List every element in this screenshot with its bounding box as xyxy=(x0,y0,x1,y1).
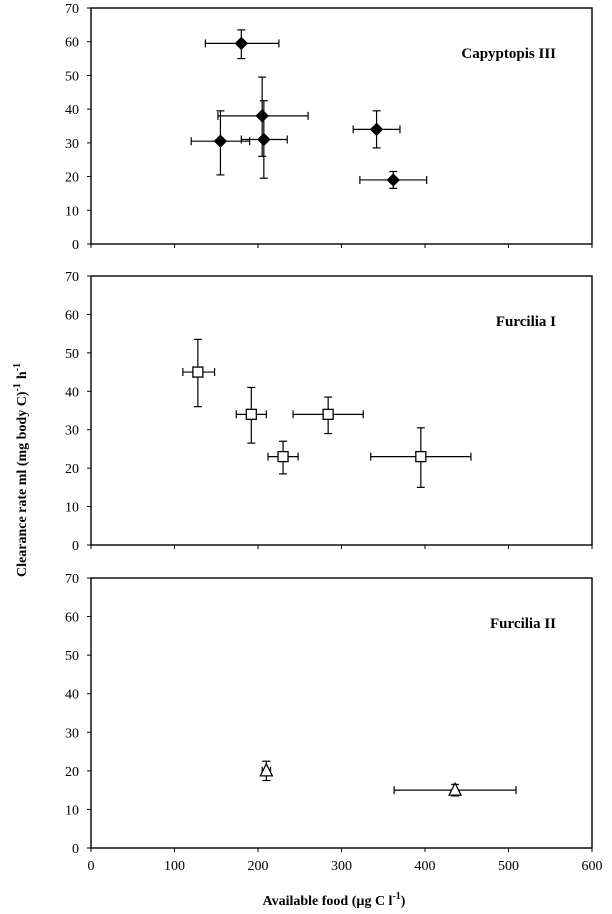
panels: 0 10 20 30 40 50 60 70 Capyptopis III 0 10 20 30 40 50… xyxy=(65,2,603,874)
diamond-marker xyxy=(371,123,383,135)
y-tick-label: 40 xyxy=(65,688,79,703)
y-tick-label: 20 xyxy=(65,462,79,477)
y-tick-label: 10 xyxy=(65,803,79,818)
data-point xyxy=(394,783,516,796)
diamond-marker xyxy=(256,110,268,122)
y-tick-label: 60 xyxy=(65,611,79,626)
y-tick-label: 50 xyxy=(65,649,79,664)
y-axis-title-sup-1: -1 xyxy=(12,383,23,391)
y-tick-label: 40 xyxy=(65,103,79,118)
y-tick-label: 30 xyxy=(65,726,79,741)
triangle-marker xyxy=(449,783,461,795)
y-tick-label: 70 xyxy=(65,572,79,587)
data-point xyxy=(241,101,287,179)
x-tick-label: 600 xyxy=(582,859,603,874)
square-marker xyxy=(323,409,333,419)
x-tick-label: 100 xyxy=(164,859,185,874)
y-axis-title: Clearance rate ml (mg body C)-1h-1 xyxy=(12,363,30,577)
square-marker xyxy=(278,452,288,462)
y-tick-label: 60 xyxy=(65,36,79,51)
panel-title: Furcilia I xyxy=(496,314,556,330)
x-axis-title-sup: -1 xyxy=(392,891,400,902)
square-marker xyxy=(193,367,203,377)
y-tick-label: 50 xyxy=(65,69,79,84)
panel-title: Furcilia II xyxy=(490,616,556,632)
y-tick-label: 30 xyxy=(65,424,79,439)
data-point xyxy=(183,339,215,406)
y-tick-label: 0 xyxy=(72,238,79,253)
y-tick-label: 0 xyxy=(72,539,79,554)
diamond-marker xyxy=(235,37,247,49)
data-point xyxy=(205,30,278,59)
x-tick-label: 500 xyxy=(498,859,519,874)
diamond-marker xyxy=(387,174,399,186)
y-tick-label: 70 xyxy=(65,270,79,285)
data-point xyxy=(353,111,400,148)
x-axis-title-main: Available food (µg C l xyxy=(263,894,393,909)
data-point xyxy=(360,172,427,189)
x-tick-label: 200 xyxy=(248,859,269,874)
panel-2: 0 10 20 30 40 50 60 70 Furcilia I xyxy=(65,270,592,554)
data-point xyxy=(371,428,471,488)
diamond-marker xyxy=(214,135,226,147)
x-axis-title: Available food (µg C l-1) xyxy=(263,891,406,909)
data-point xyxy=(236,387,266,443)
square-marker xyxy=(416,452,426,462)
y-tick-label: 20 xyxy=(65,171,79,186)
plot-frame xyxy=(91,8,592,244)
y-tick-label: 20 xyxy=(65,765,79,780)
x-axis-title-close: ) xyxy=(401,894,406,909)
y-tick-label: 10 xyxy=(65,501,79,516)
y-tick-label: 10 xyxy=(65,204,79,219)
data-point xyxy=(268,441,298,474)
x-tick-label: 400 xyxy=(415,859,436,874)
x-tick-label: 300 xyxy=(331,859,352,874)
panel-1: 0 10 20 30 40 50 60 70 Capyptopis III xyxy=(65,2,592,253)
data-point xyxy=(293,397,363,434)
y-tick-label: 70 xyxy=(65,2,79,17)
data-point xyxy=(260,761,272,780)
x-tick-label: 0 xyxy=(88,859,95,874)
y-axis-title-sup-2: -1 xyxy=(12,363,23,371)
diamond-marker xyxy=(258,133,270,145)
y-tick-label: 40 xyxy=(65,385,79,400)
panel-title: Capyptopis III xyxy=(461,46,556,62)
y-tick-label: 0 xyxy=(72,842,79,857)
y-tick-label: 50 xyxy=(65,347,79,362)
y-tick-label: 60 xyxy=(65,308,79,323)
panel-3: 0 10 20 30 40 50 60 70 0 100 200 300 400 500 600 Furcil… xyxy=(65,572,603,874)
y-axis-title-unit: h xyxy=(15,371,30,379)
y-axis-title-main: Clearance rate ml (mg body C) xyxy=(15,391,30,577)
square-marker xyxy=(246,409,256,419)
y-tick-label: 30 xyxy=(65,137,79,152)
